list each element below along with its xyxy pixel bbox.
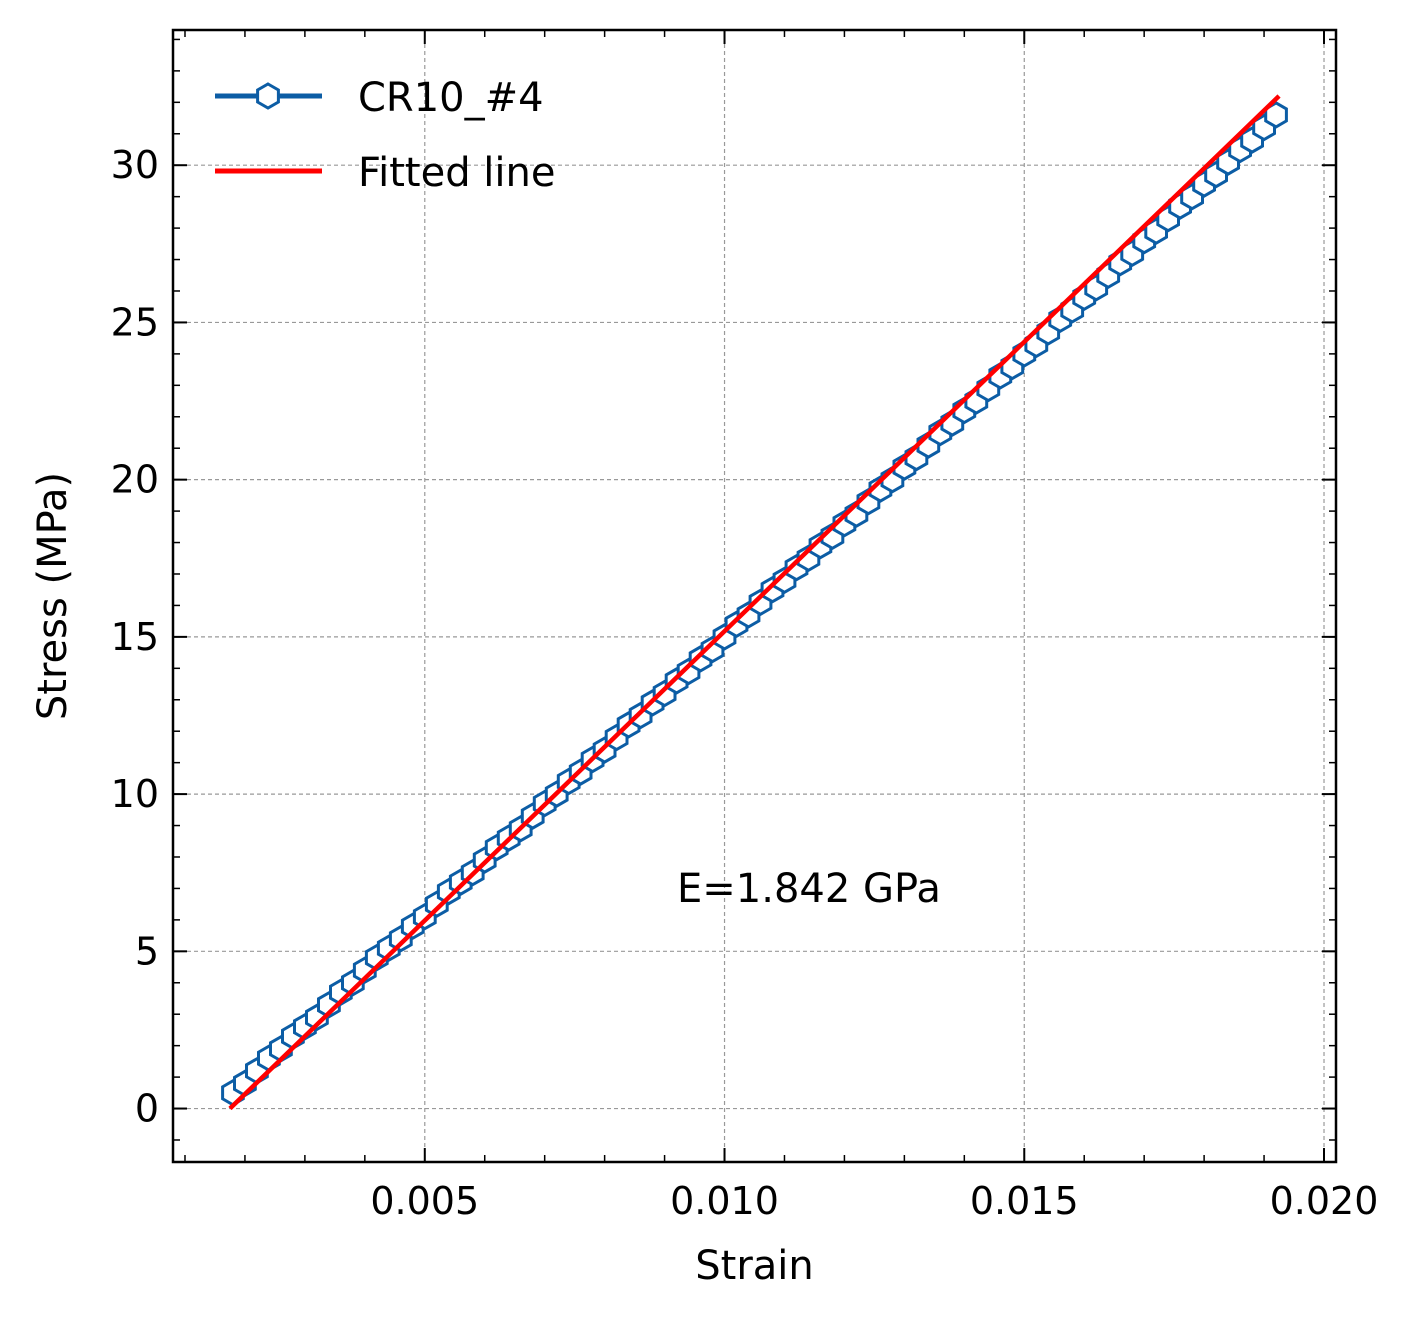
y-tick-label: 20 xyxy=(111,458,159,502)
y-tick-label: 25 xyxy=(111,300,159,344)
x-tick-label: 0.010 xyxy=(670,1179,779,1223)
y-tick-label: 15 xyxy=(111,615,159,659)
x-tick-label: 0.005 xyxy=(370,1179,479,1223)
legend-label-data: CR10_#4 xyxy=(358,75,544,121)
y-tick-label: 30 xyxy=(111,143,159,187)
tick-labels: 0.005 0.010 0.015 0.020 0 5 10 15 20 25 30 xyxy=(111,143,1379,1223)
y-tick-label: 5 xyxy=(135,929,159,973)
axis-ticks xyxy=(173,30,1336,1162)
grid-lines xyxy=(173,30,1336,1162)
modulus-annotation: E=1.842 GPa xyxy=(677,866,941,912)
x-tick-label: 0.020 xyxy=(1270,1179,1379,1223)
legend-label-fit: Fitted line xyxy=(358,150,555,196)
legend: CR10_#4 Fitted line xyxy=(215,75,555,196)
plot-area xyxy=(221,94,1288,1111)
y-tick-label: 0 xyxy=(135,1087,159,1131)
fitted-line xyxy=(228,94,1281,1111)
y-tick-label: 10 xyxy=(111,772,159,816)
x-axis-label: Strain xyxy=(695,1243,814,1289)
axes-frame xyxy=(171,28,1338,1164)
x-tick-label: 0.015 xyxy=(970,1179,1079,1223)
y-axis-label: Stress (MPa) xyxy=(30,472,76,720)
legend-marker-hexagon xyxy=(256,82,280,110)
